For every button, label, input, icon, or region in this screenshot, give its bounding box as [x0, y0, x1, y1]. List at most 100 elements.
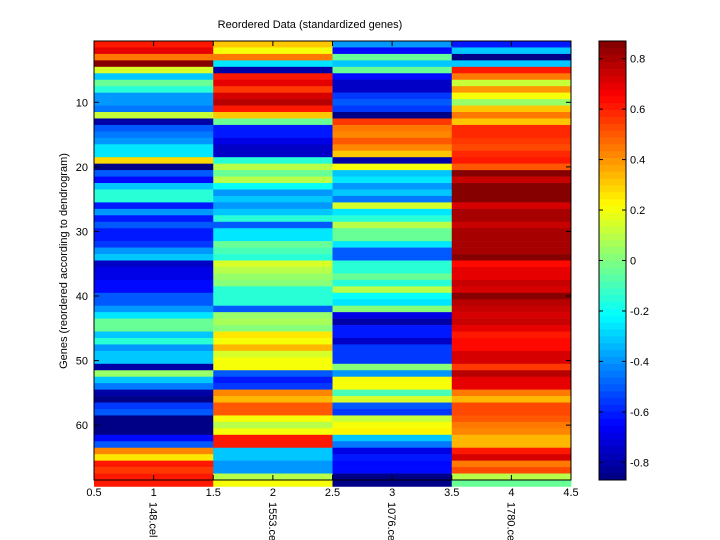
heatmap-cell [332, 157, 453, 164]
colorbar-segment [599, 68, 626, 76]
heatmap-cell [94, 396, 214, 403]
heatmap-cell [94, 344, 214, 352]
heatmap-cell [94, 105, 214, 113]
heatmap-cell [332, 86, 453, 93]
heatmap-cell [451, 383, 572, 390]
colorbar-segment [599, 41, 626, 49]
colorbar-segment [599, 47, 626, 56]
heatmap-cell [213, 447, 333, 455]
heatmap-cell [213, 144, 333, 152]
heatmap-cell [94, 441, 214, 449]
heatmap-cell [94, 92, 214, 100]
colorbar-segment [599, 397, 626, 405]
heatmap-cell [332, 247, 453, 255]
x-tick-label: 4 [508, 487, 514, 499]
heatmap-cell [332, 376, 453, 384]
heatmap-cell [332, 105, 453, 113]
heatmap-cell [94, 176, 214, 184]
heatmap-cell [451, 357, 572, 365]
heatmap-cell [332, 195, 453, 203]
heatmap-cell [332, 176, 453, 184]
heatmap-cell [451, 266, 572, 274]
heatmap-cell [451, 189, 572, 197]
heatmap-cell [451, 79, 572, 87]
heatmap-cell [332, 131, 453, 139]
heatmap-cell [94, 254, 214, 261]
heatmap-cell [332, 299, 453, 306]
colorbar-tick-label: 0.6 [630, 104, 645, 116]
colorbar-segment [599, 137, 626, 145]
colorbar-segment [599, 390, 626, 399]
heatmap-cell [213, 454, 333, 461]
x-axis-ticks: 0.5 1 1.5 2 2.5 3 3.5 4 4.5 [86, 41, 579, 499]
heatmap-cell [94, 383, 214, 390]
heatmap-cell [332, 415, 453, 423]
colorbar [599, 41, 626, 481]
colorbar-segment [599, 150, 626, 159]
heatmap-cell [213, 92, 333, 100]
heatmap-cell [213, 389, 333, 397]
heatmap-cell [451, 454, 572, 461]
colorbar-segment [599, 370, 626, 378]
heatmap-cell [332, 325, 453, 332]
heatmap-cell [94, 325, 214, 332]
heatmap-cell [451, 312, 572, 319]
heatmap-cell [451, 228, 572, 235]
heatmap-cell [213, 79, 333, 87]
heatmap-cell [213, 363, 333, 371]
heatmap-cell [451, 273, 572, 281]
heatmap-cell [332, 389, 453, 397]
colorbar-segment [599, 425, 626, 433]
heatmap-cell [213, 318, 333, 326]
heatmap-cell [213, 163, 333, 171]
colorbar-tick-label: 0.4 [630, 155, 645, 167]
heatmap-cell [451, 428, 572, 436]
heatmap-cell [213, 312, 333, 319]
heatmap-cell [94, 305, 214, 313]
heatmap-cell [94, 286, 214, 294]
colorbar-segment [599, 61, 626, 69]
heatmap-cell [94, 221, 214, 229]
heatmap-cell [451, 163, 572, 171]
heatmap-cell [213, 208, 333, 216]
heatmap-cell [94, 428, 214, 436]
heatmap-cell [94, 434, 214, 442]
x-tick-label: 0.5 [86, 487, 101, 499]
heatmap-cell [451, 286, 572, 294]
heatmap-cell [451, 202, 572, 210]
heatmap-cell [213, 53, 333, 61]
heatmap-cell [332, 370, 453, 378]
heatmap-cell [451, 363, 572, 371]
heatmap-cell [94, 47, 214, 55]
heatmap-cell [94, 292, 214, 300]
colorbar-segment [599, 363, 626, 371]
heatmap-cell [332, 480, 453, 487]
y-tick-label: 40 [76, 291, 88, 303]
heatmap-cell [451, 124, 572, 132]
heatmap-cell [451, 99, 572, 106]
heatmap-cell [213, 228, 333, 235]
heatmap-cell [451, 415, 572, 423]
heatmap-cell [332, 350, 453, 358]
heatmap-cell [213, 254, 333, 261]
heatmap-cell [94, 163, 214, 171]
x-tick-label: 1 [151, 487, 157, 499]
heatmap-cell [213, 221, 333, 229]
heatmap-cell [213, 408, 333, 416]
heatmap-cell [332, 163, 453, 171]
heatmap-cell [94, 480, 214, 487]
heatmap-cell [94, 66, 214, 74]
heatmap-cell [213, 286, 333, 294]
heatmap-cell [332, 137, 453, 145]
heatmap-cell [451, 137, 572, 145]
heatmap-cell [332, 357, 453, 365]
colorbar-segment [599, 253, 626, 261]
heatmap-cell [94, 150, 214, 158]
colorbar-segment [599, 473, 626, 481]
heatmap-cell [451, 60, 572, 68]
heatmap-cell [332, 292, 453, 300]
heatmap-cell [451, 325, 572, 332]
heatmap-cell [213, 124, 333, 132]
colorbar-tick-label: -0.6 [630, 407, 649, 419]
heatmap-cell [94, 299, 214, 306]
